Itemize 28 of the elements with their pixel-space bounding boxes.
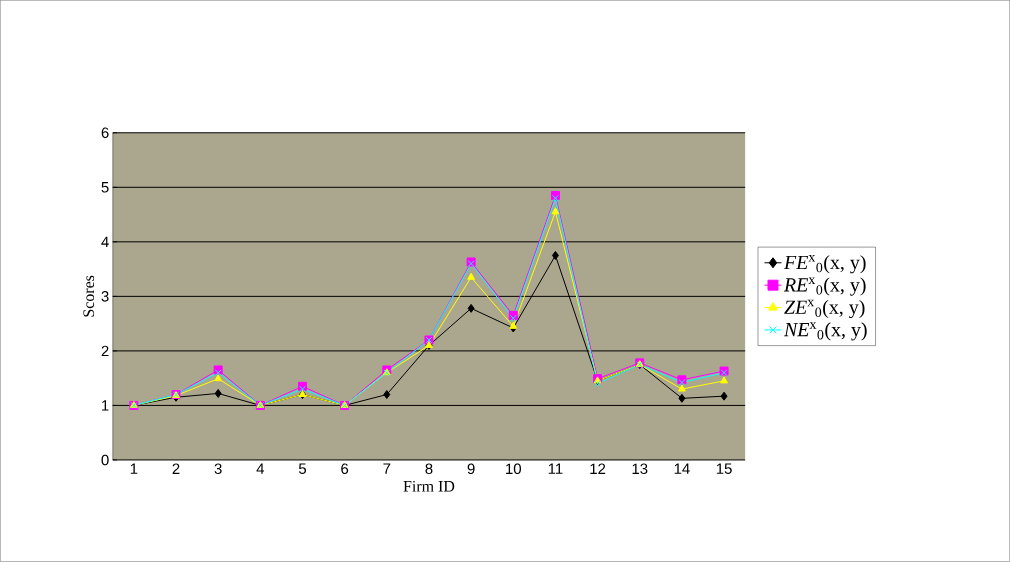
y-axis-title: Scores <box>83 275 95 317</box>
x-tick-label: 2 <box>172 463 180 475</box>
y-tick-label: 1 <box>102 400 109 411</box>
legend-label: RE$^{x}$$_{0}$(x, y) <box>783 277 866 296</box>
y-tick-label: 0 <box>101 454 109 466</box>
x-tick-label: 9 <box>467 463 475 475</box>
x-tick-label: 11 <box>548 463 563 474</box>
x-tick-label: 3 <box>214 463 222 475</box>
x-tick-label: 14 <box>674 463 690 474</box>
x-tick-label: 8 <box>425 463 433 475</box>
y-tick-label: 4 <box>101 236 109 248</box>
x-tick-label: 7 <box>383 463 391 474</box>
y-tick-label: 2 <box>101 345 109 357</box>
x-axis-title: Firm ID <box>403 481 455 492</box>
x-tick-label: 12 <box>590 463 606 475</box>
x-tick-label: 15 <box>716 463 732 475</box>
legend-label: ZE$^{x}$$_{0}$(x, y) <box>784 299 865 319</box>
legend-label: FE$^{x}$$_{0}$(x, y) <box>783 255 866 274</box>
legend-label: NE$^{x}$$_{0}$(x, y) <box>783 322 867 341</box>
x-tick-label: 10 <box>506 463 521 475</box>
y-tick-label: 6 <box>101 127 109 139</box>
y-tick-label: 5 <box>101 182 109 193</box>
x-tick-label: 4 <box>256 463 265 474</box>
x-tick-label: 5 <box>298 463 307 475</box>
x-tick-label: 13 <box>632 463 648 475</box>
y-tick-label: 3 <box>101 291 109 302</box>
x-tick-label: 6 <box>341 463 349 475</box>
x-tick-label: 1 <box>130 463 138 474</box>
